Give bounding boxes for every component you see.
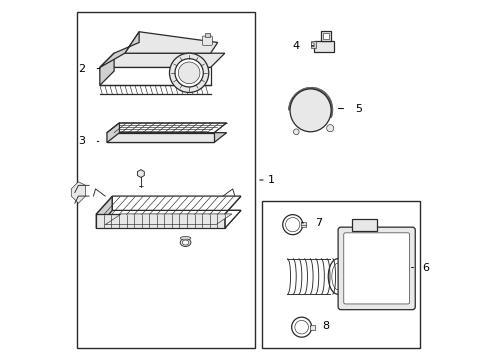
Circle shape <box>291 317 311 337</box>
Text: 3: 3 <box>79 136 85 147</box>
Bar <box>262 202 419 348</box>
Text: 5: 5 <box>354 104 362 113</box>
Ellipse shape <box>289 89 330 132</box>
FancyBboxPatch shape <box>337 227 414 310</box>
Bar <box>204 33 209 37</box>
Polygon shape <box>107 133 226 143</box>
Ellipse shape <box>294 94 326 127</box>
Circle shape <box>169 53 208 93</box>
FancyBboxPatch shape <box>343 233 408 304</box>
Polygon shape <box>107 133 214 143</box>
Polygon shape <box>112 196 241 228</box>
Polygon shape <box>105 214 231 225</box>
Bar <box>323 33 328 39</box>
Circle shape <box>282 215 302 235</box>
Ellipse shape <box>182 240 188 245</box>
Text: 7: 7 <box>315 218 322 228</box>
Circle shape <box>175 59 203 87</box>
Polygon shape <box>71 182 85 203</box>
Polygon shape <box>100 67 210 85</box>
Text: 6: 6 <box>422 262 428 273</box>
FancyBboxPatch shape <box>202 36 212 45</box>
Polygon shape <box>107 123 226 133</box>
Bar <box>351 219 376 231</box>
Circle shape <box>178 62 200 84</box>
Bar <box>321 31 331 41</box>
Circle shape <box>293 129 299 135</box>
Text: 2: 2 <box>78 64 85 73</box>
Circle shape <box>285 217 299 232</box>
Bar <box>309 325 315 330</box>
Polygon shape <box>100 32 139 67</box>
Ellipse shape <box>180 239 190 247</box>
Bar <box>77 12 255 348</box>
Text: 1: 1 <box>267 175 274 185</box>
Text: 8: 8 <box>322 321 329 332</box>
Circle shape <box>294 320 308 334</box>
Polygon shape <box>100 53 224 67</box>
Polygon shape <box>124 32 217 53</box>
Polygon shape <box>96 196 112 228</box>
Bar <box>313 41 333 53</box>
Bar <box>310 41 315 48</box>
Polygon shape <box>96 210 241 228</box>
Ellipse shape <box>180 237 190 240</box>
Polygon shape <box>137 170 144 177</box>
Text: 4: 4 <box>292 41 299 51</box>
Ellipse shape <box>298 98 322 123</box>
Polygon shape <box>107 123 119 143</box>
Circle shape <box>311 43 313 46</box>
Bar <box>300 222 305 227</box>
Polygon shape <box>100 53 114 85</box>
Polygon shape <box>96 214 224 228</box>
Circle shape <box>326 125 333 132</box>
